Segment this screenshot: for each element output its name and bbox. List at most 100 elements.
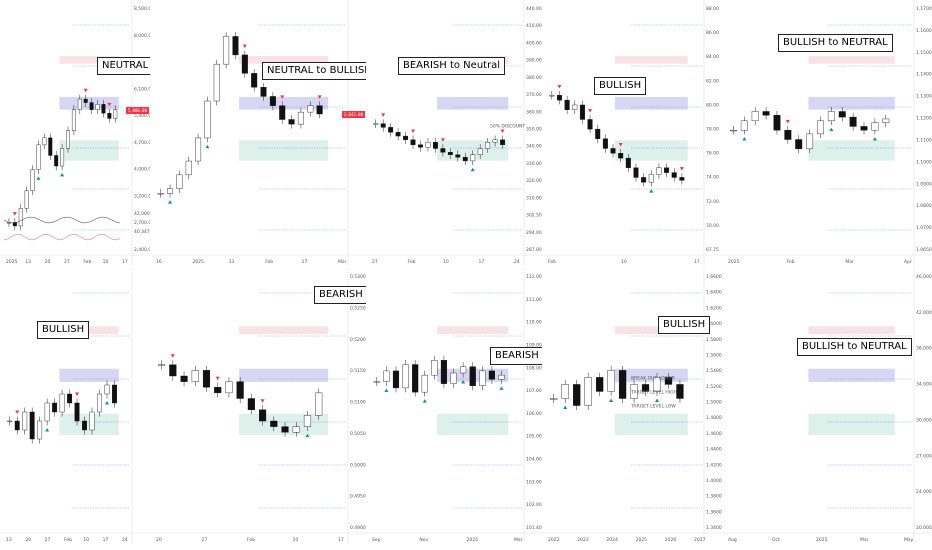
chart-panel[interactable]: 1.66000 1.64000 1.62000 1.60000 1.58000 1.560… bbox=[542, 268, 722, 543]
y-tick-label: 84.00 bbox=[706, 54, 719, 60]
buy-signal-marker bbox=[742, 136, 747, 141]
candle-body bbox=[292, 426, 300, 433]
candle-body bbox=[784, 129, 792, 140]
candle-body bbox=[14, 420, 20, 431]
candle-body bbox=[247, 398, 255, 410]
y-tick-label: 1.48000 bbox=[706, 415, 722, 421]
y-tick-label: 1.12000 bbox=[916, 116, 932, 122]
x-tick-label: 2023 bbox=[577, 537, 589, 543]
candle-body bbox=[587, 119, 593, 130]
x-tick-label: 2024 bbox=[606, 537, 618, 543]
chart-panel[interactable]: 16 2025 13 Feb 17 Mar 3,843.00 NEUTRAL to BULLI… bbox=[150, 0, 366, 265]
y-tick-label: 1.42000 bbox=[706, 462, 722, 468]
chart-panel[interactable]: 88.00 86.00 84.00 82.00 80.00 78.00 76.00 74.00… bbox=[542, 0, 722, 265]
candle-body bbox=[315, 392, 323, 416]
candle-body bbox=[795, 139, 803, 150]
candle-body bbox=[54, 155, 59, 167]
candle-body bbox=[607, 370, 615, 392]
candle-body bbox=[383, 370, 390, 382]
candle-body bbox=[492, 139, 498, 143]
x-tick-label: Feb bbox=[247, 537, 255, 543]
candle-body bbox=[112, 384, 117, 404]
candle-body bbox=[279, 105, 286, 120]
candle-body bbox=[827, 111, 835, 122]
sell-signal-marker bbox=[12, 212, 17, 216]
candle-body bbox=[450, 372, 457, 384]
chart-panel[interactable]: 13 20 27 Feb 10 17 24 BULLISH bbox=[0, 268, 150, 543]
candle-body bbox=[24, 190, 29, 209]
candle-body bbox=[388, 127, 394, 133]
sell-signal-marker bbox=[242, 44, 247, 49]
candle-body bbox=[316, 105, 323, 115]
candle-body bbox=[679, 177, 685, 181]
sell-signal-marker bbox=[500, 129, 505, 133]
chart-panel[interactable]: 1.17000 1.16000 1.15000 1.14000 1.13000 1.120… bbox=[722, 0, 932, 265]
chart-svg: 1.17000 1.16000 1.15000 1.14000 1.13000 1.120… bbox=[722, 0, 932, 265]
sell-signal-marker bbox=[83, 88, 88, 93]
y-tick-label: 1.11000 bbox=[916, 137, 932, 143]
chart-svg: 16 2025 13 Feb 17 Mar bbox=[150, 0, 366, 265]
y-tick-label: 1.38000 bbox=[706, 494, 722, 500]
y-tick-label: 390.00 bbox=[526, 58, 542, 64]
y-tick-label: 88.00 bbox=[706, 6, 719, 12]
candle-body bbox=[849, 116, 857, 127]
buy-signal-marker bbox=[461, 380, 466, 384]
y-tick-label: 1.62000 bbox=[706, 305, 722, 311]
chart-panel[interactable]: 46.000 42.000 38.000 34.000 30.000 27.000 24.0… bbox=[722, 268, 932, 543]
x-tick-label: May bbox=[904, 537, 914, 543]
candle-body bbox=[380, 123, 386, 128]
candle-body bbox=[740, 120, 748, 131]
candle-body bbox=[157, 193, 164, 195]
x-tick-label: 2025 bbox=[467, 537, 479, 543]
chart-panel[interactable]: 8,500.008,000.006,800.006,100.005,400.00… bbox=[0, 0, 150, 265]
candle-body bbox=[42, 137, 47, 146]
y-tick-label: 310.00 bbox=[526, 195, 542, 201]
buy-signal-marker bbox=[36, 176, 41, 180]
candle-body bbox=[462, 156, 468, 162]
candle-body bbox=[630, 384, 638, 399]
candle-body bbox=[195, 137, 202, 162]
chart-panel[interactable]: 440.00 410.00 400.00 390.00 380.00 370.00 360.… bbox=[366, 0, 542, 265]
y-tick-label: 294.00 bbox=[526, 230, 542, 236]
candle-body bbox=[573, 384, 581, 406]
sell-signal-marker bbox=[260, 399, 265, 403]
candle-body bbox=[169, 364, 177, 377]
x-tick-label: Mar bbox=[338, 259, 347, 265]
candle-body bbox=[97, 393, 102, 413]
y-tick-label: 111.000 bbox=[526, 297, 542, 303]
candle-body bbox=[470, 154, 476, 162]
y-tick-label: 1.58000 bbox=[706, 337, 722, 343]
y-tick-label: 410.00 bbox=[526, 23, 542, 29]
y-tick-label: 1.60000 bbox=[706, 321, 722, 327]
y-tick-label: 1.56000 bbox=[706, 352, 722, 358]
chart-panel[interactable]: 112.000 111.000 110.000 109.000 108.000 107.0… bbox=[366, 268, 542, 543]
y-tick-label: 1.46000 bbox=[706, 431, 722, 437]
candle-body bbox=[641, 384, 650, 392]
x-tick-label: Mar bbox=[845, 259, 854, 265]
y-tick-label: 320.00 bbox=[526, 178, 542, 184]
sell-signal-marker bbox=[679, 167, 684, 171]
y-tick-label: 1.06500 bbox=[916, 247, 932, 253]
candle-body bbox=[288, 119, 295, 125]
candle-body bbox=[500, 139, 506, 145]
candle-body bbox=[564, 99, 570, 110]
annotation-text: 50% DISCOUNT bbox=[490, 124, 525, 130]
zone-band bbox=[437, 96, 509, 110]
y-tick-label: 38.000 bbox=[916, 346, 932, 352]
y-tick-label: 109.000 bbox=[526, 342, 542, 348]
candle-body bbox=[498, 374, 505, 380]
sell-signal-marker bbox=[107, 102, 112, 107]
buy-signal-marker bbox=[655, 398, 660, 402]
y-tick-label: 3,200.00 bbox=[134, 193, 150, 199]
x-tick-label: 24 bbox=[514, 259, 520, 265]
zone-band bbox=[59, 56, 119, 64]
sell-signal-marker bbox=[557, 85, 562, 89]
candle-body bbox=[773, 115, 781, 131]
y-tick-label: 107.000 bbox=[526, 388, 542, 394]
candle-body bbox=[89, 411, 95, 431]
